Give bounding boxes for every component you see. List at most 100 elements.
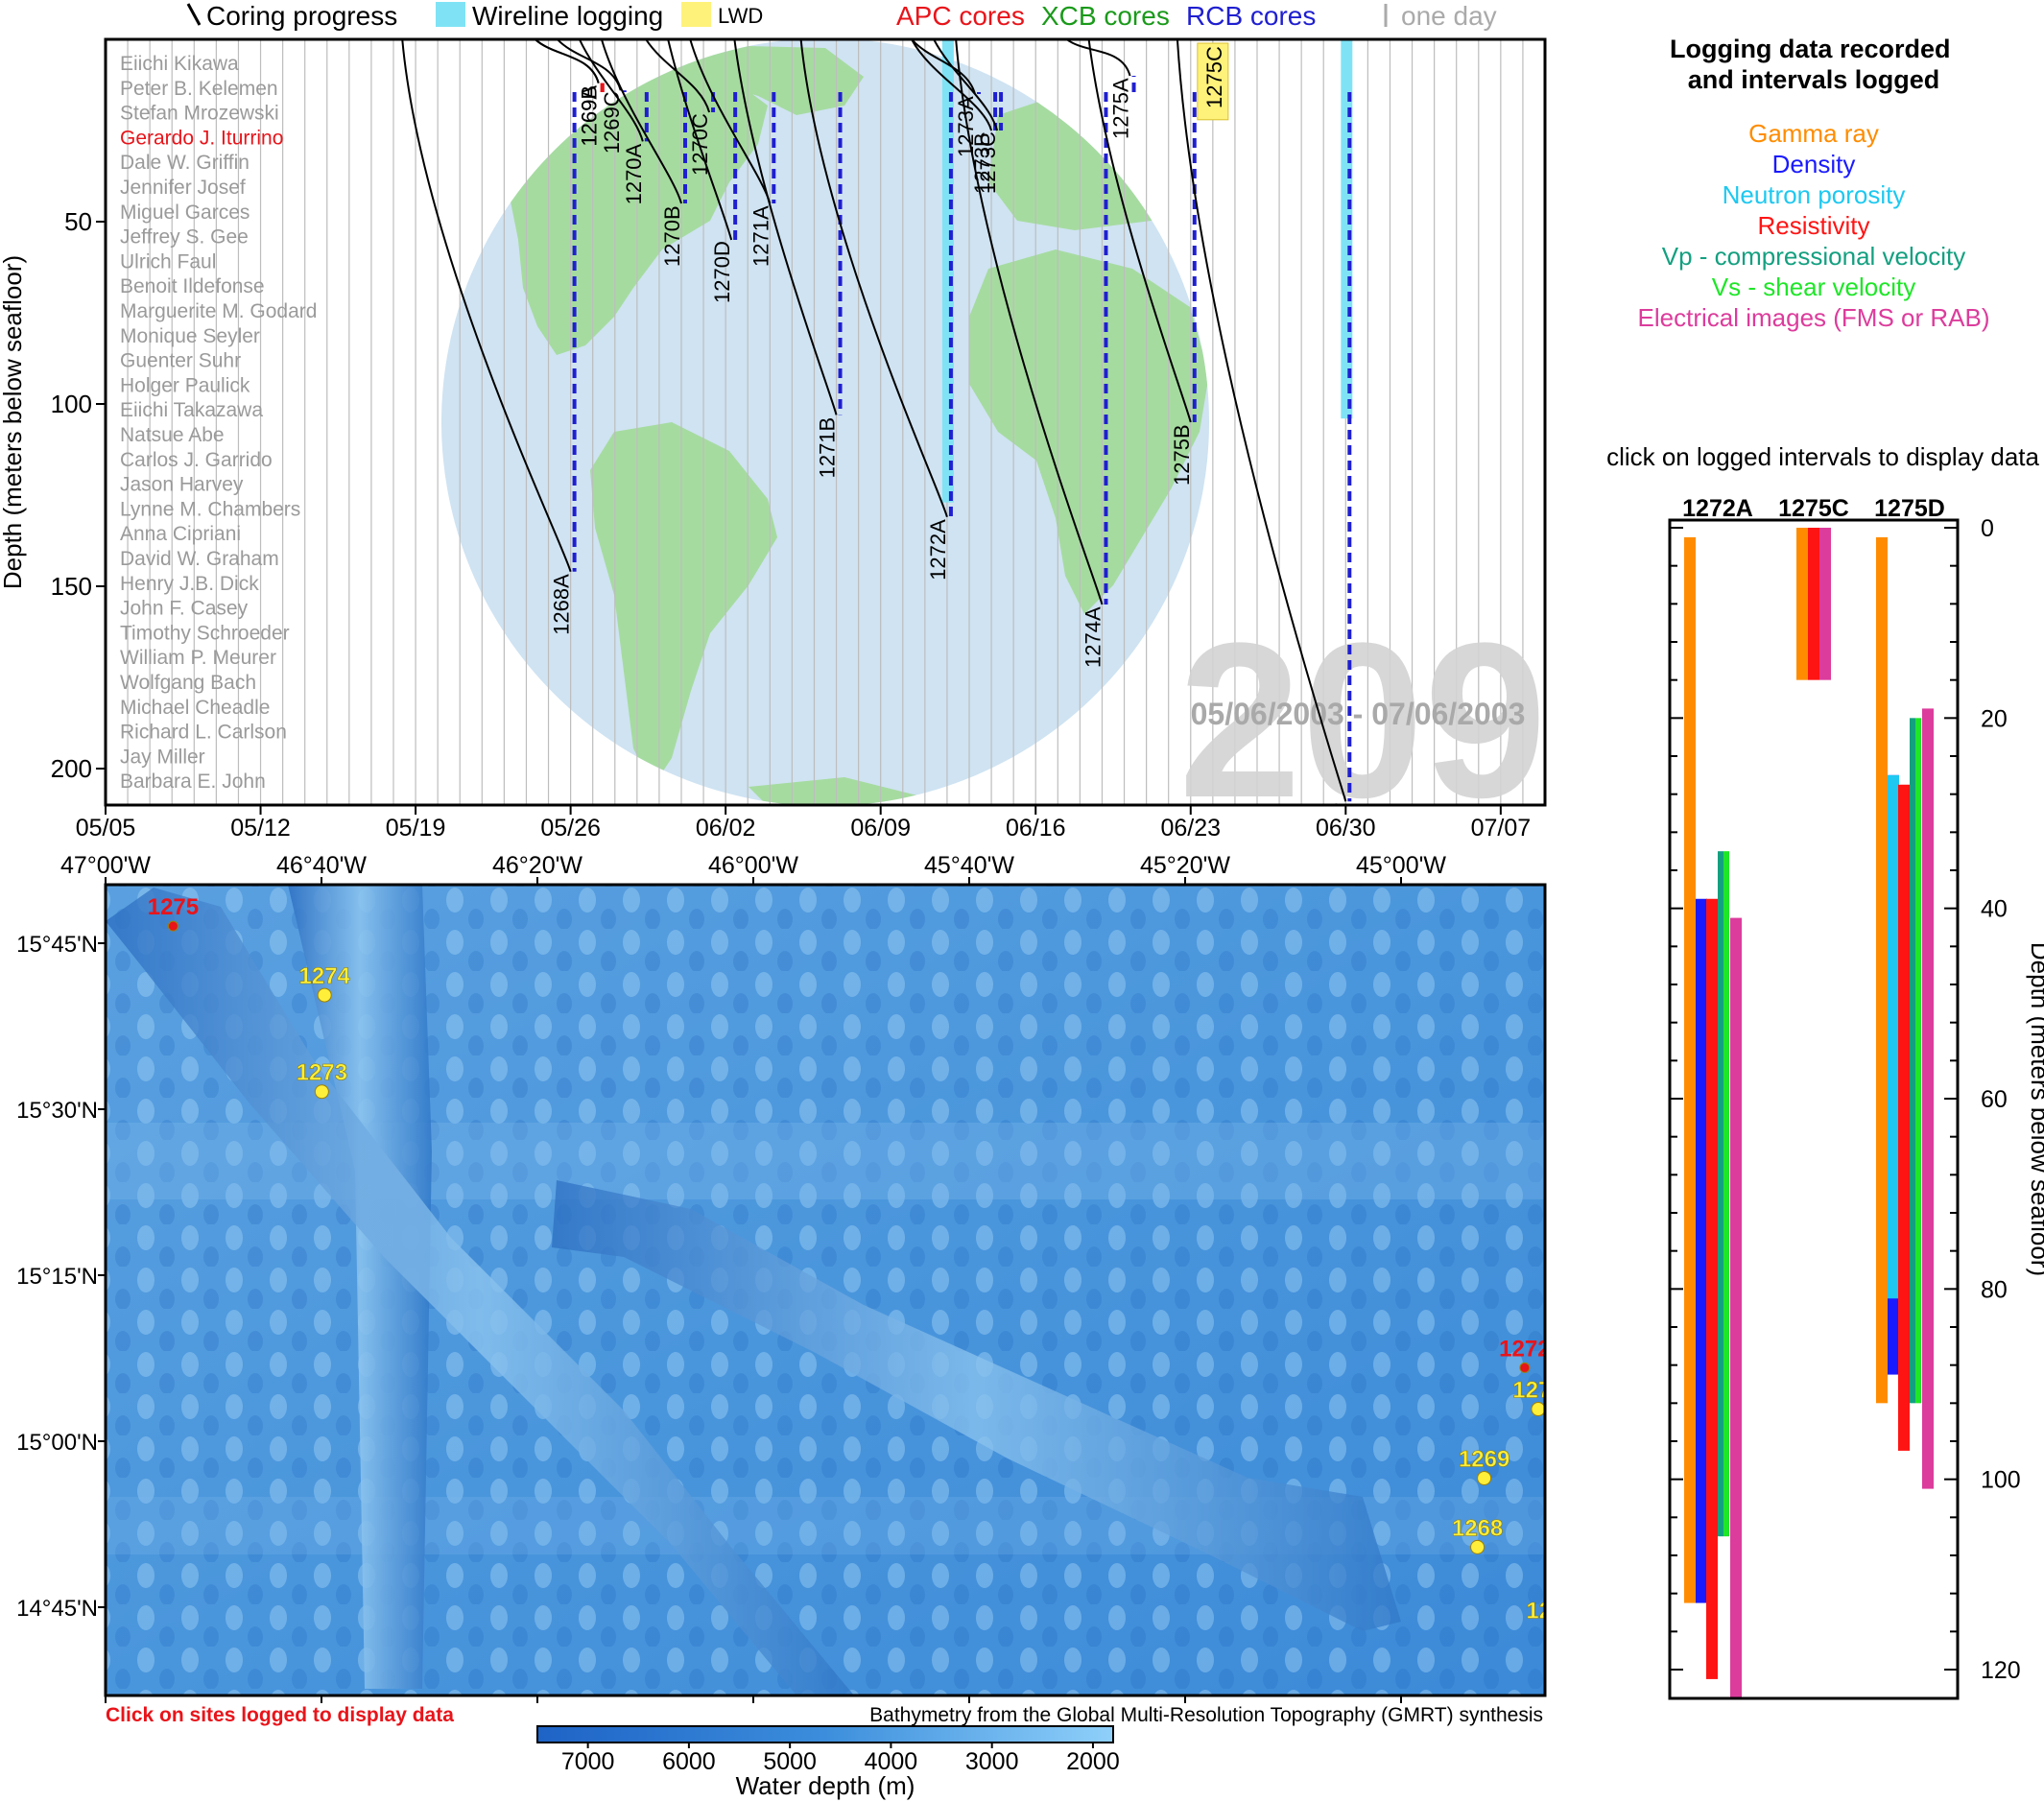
hole-label-1270d: 1270D — [710, 241, 734, 303]
scientist-name: Eiichi Takazawa — [120, 399, 263, 421]
site-label[interactable]: 1275 — [148, 894, 199, 920]
hole-label-1270a: 1270A — [622, 143, 646, 204]
greenland-landmass — [662, 46, 864, 115]
log-bar-1275d-gamma[interactable] — [1876, 536, 1888, 1404]
coring-trace-1270d — [667, 39, 733, 241]
logging-hole-labels: 1272A 1275C 1275D — [1682, 495, 1945, 522]
log-bar-1275c-images[interactable] — [1819, 528, 1831, 680]
hole-label-1269a: 1269A — [578, 85, 602, 147]
site-marker — [1477, 1470, 1492, 1485]
log-bar-1272a-resistivity[interactable] — [1706, 898, 1718, 1679]
scientist-name: Michael Cheadle — [120, 697, 270, 719]
site-marker[interactable] — [167, 920, 178, 932]
coring-y-tick-label: 200 — [51, 754, 92, 783]
site-label: 1270 — [1526, 1599, 1577, 1624]
logging-y-tick-label: 40 — [1981, 896, 2008, 923]
site-1273: 1273 — [296, 1059, 347, 1100]
log-bar-1275c-resistivity[interactable] — [1808, 528, 1819, 680]
map-lat-tick-label: 15°15'N — [16, 1264, 98, 1290]
ridge-segment-east — [552, 1180, 1401, 1631]
scientist-name: Benoit Ildefonse — [120, 275, 265, 297]
coring-trace-1270c — [645, 39, 711, 113]
colorbar-label: Water depth (m) — [736, 1771, 915, 1800]
logging-interval-bars — [1684, 528, 1934, 1698]
log-bar-1272a-vs[interactable] — [1723, 851, 1729, 1537]
log-bar-1272a-vp[interactable] — [1718, 851, 1723, 1537]
colorbar-tick-label: 3000 — [965, 1748, 1019, 1775]
site-marker[interactable] — [1519, 1362, 1531, 1373]
lwd-interval-1275c[interactable] — [1197, 42, 1229, 121]
scientist-name: Henry J.B. Dick — [120, 573, 259, 595]
coring-x-tick-label: 06/30 — [1316, 815, 1376, 842]
log-bar-1275d-images[interactable] — [1922, 708, 1934, 1489]
colorbar-tick-label: 5000 — [763, 1748, 817, 1775]
site-1275[interactable]: 1275 — [148, 894, 199, 932]
map-lat-tick-label: 15°30'N — [16, 1098, 98, 1124]
log-bar-1272a-images[interactable] — [1730, 917, 1742, 1698]
colorbar-tick-label: 6000 — [662, 1748, 716, 1775]
legend-coring: Coring progress — [206, 1, 397, 31]
site-label[interactable]: 1272 — [1499, 1336, 1550, 1362]
coring-trace-1275d — [1176, 39, 1347, 802]
legend-xcb: XCB cores — [1041, 1, 1170, 31]
coring-trace-1268a — [401, 39, 572, 573]
map-click-note[interactable]: Click on sites logged to display data — [106, 1704, 454, 1726]
legend-one-day: one day — [1401, 1, 1497, 31]
legend-density: Density — [1772, 150, 1856, 178]
scientist-name: Ulrich Faul — [120, 250, 216, 273]
site-1274: 1274 — [298, 963, 351, 1003]
core-layer: 1275C1268A1269A1269B1269C1270A1270B1270C… — [401, 39, 1353, 805]
logging-hole-1275c: 1275C — [1778, 495, 1849, 522]
log-bar-1275d-neutron[interactable] — [1888, 774, 1899, 1299]
wireline-swatch — [436, 2, 465, 27]
site-1269: 1269 — [1459, 1446, 1510, 1485]
legend-rcb: RCB cores — [1186, 1, 1316, 31]
logging-data-panel: Logging data recorded and intervals logg… — [1606, 35, 2044, 1700]
scientist-name: Gerardo J. Iturrino — [120, 127, 283, 149]
site-1272[interactable]: 1272 — [1499, 1336, 1550, 1373]
log-bar-1275d-resistivity[interactable] — [1898, 784, 1910, 1451]
site-1270: 1270 — [1526, 1598, 1577, 1633]
log-bar-1275d-vp[interactable] — [1910, 718, 1915, 1404]
coring-axes: 50 100 150 200 05/05 05/12 05/19 05/26 06/02 06/0… — [51, 207, 1532, 842]
coring-y-tick-label: 50 — [64, 207, 92, 236]
scientist-name: Dale W. Griffin — [120, 152, 250, 174]
coring-trace-1271b — [733, 39, 838, 415]
hole-label-1273c: 1273C — [976, 131, 1000, 194]
coring-x-tick-label: 05/19 — [386, 815, 446, 842]
hole-label-1268a: 1268A — [550, 574, 574, 635]
map-lon-tick-label: 45°40'W — [924, 852, 1014, 879]
logging-panel-title-line1: Logging data recorded — [1670, 35, 1951, 63]
expedition-number: 209 — [1178, 597, 1547, 843]
site-1271: 1271 — [1512, 1377, 1545, 1417]
site-marker — [314, 1084, 329, 1100]
hole-label-1274a: 1274A — [1081, 606, 1105, 668]
log-bar-1272a-gamma[interactable] — [1684, 536, 1696, 1603]
log-bar-1272a-density[interactable] — [1696, 898, 1707, 1603]
log-bar-1275c-gamma[interactable] — [1796, 528, 1808, 680]
logging-chart-frame — [1668, 518, 1960, 1700]
scientist-name: Jason Harvey — [120, 474, 244, 496]
logging-axes: 0 20 40 60 80 100 120 — [1670, 515, 2021, 1684]
hole-label-1271a: 1271A — [749, 205, 772, 267]
hole-label-1275b: 1275B — [1170, 424, 1194, 486]
scientist-name: John F. Casey — [120, 598, 249, 620]
logging-y-tick-label: 80 — [1981, 1276, 2008, 1303]
hole-label-1270b: 1270B — [660, 205, 684, 267]
coring-trace-1275a — [1065, 39, 1131, 77]
log-bar-1275d-vs[interactable] — [1915, 718, 1921, 1404]
legend-vp-compressional-velocity: Vp - compressional velocity — [1662, 242, 1965, 271]
map-lat-tick-label: 14°45'N — [16, 1596, 98, 1622]
site-label: 1269 — [1459, 1446, 1509, 1472]
scientist-name: Marguerite M. Godard — [120, 300, 317, 322]
lwd-swatch — [681, 2, 711, 27]
scientist-name: Lynne M. Chambers — [120, 498, 300, 520]
coring-trace-1274a — [955, 39, 1104, 605]
scientist-name: Wolfgang Bach — [120, 672, 256, 694]
coring-y-tick-label: 150 — [51, 572, 92, 601]
expedition-dates: 05/06/2003 - 07/06/2003 — [1191, 697, 1526, 731]
scientist-list: Eiichi Kikawa Peter B. Kelemen Stefan Mroz… — [120, 53, 317, 793]
map-frame — [104, 883, 1547, 1697]
